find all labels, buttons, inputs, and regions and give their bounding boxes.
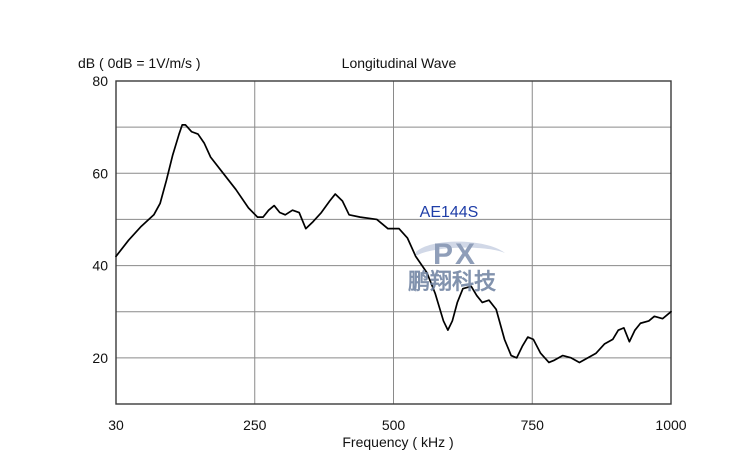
series-label: AE144S (420, 204, 479, 221)
watermark-logo-text: PX (433, 238, 477, 271)
x-tick-label: 1000 (655, 417, 686, 433)
x-axis-label: Frequency ( kHz ) (342, 434, 453, 450)
grid-layer (116, 81, 671, 404)
plot-border (115, 80, 672, 405)
tick-labels: 30 250 500 750 1000 20 40 60 80 (92, 73, 686, 433)
x-tick-label: 250 (243, 417, 267, 433)
company-watermark: PX 鹏翔科技 (408, 238, 505, 295)
watermark-ring (416, 241, 505, 256)
x-tick-label: 750 (521, 417, 545, 433)
watermark-company-text: 鹏翔科技 (408, 269, 497, 295)
y-tick-label: 20 (92, 350, 108, 366)
watermark-logo-mark: PX (416, 238, 505, 271)
y-axis-label: dB ( 0dB = 1V/m/s ) (78, 55, 201, 71)
y-tick-label: 60 (92, 165, 108, 181)
x-tick-label: 500 (382, 417, 406, 433)
y-tick-label: 40 (92, 258, 108, 274)
chart-title: Longitudinal Wave (342, 55, 457, 71)
response-curve-line (115, 123, 672, 364)
series-layer (115, 123, 672, 364)
x-tick-label: 30 (108, 417, 124, 433)
y-tick-label: 80 (92, 73, 108, 89)
plot-frame (115, 80, 672, 405)
